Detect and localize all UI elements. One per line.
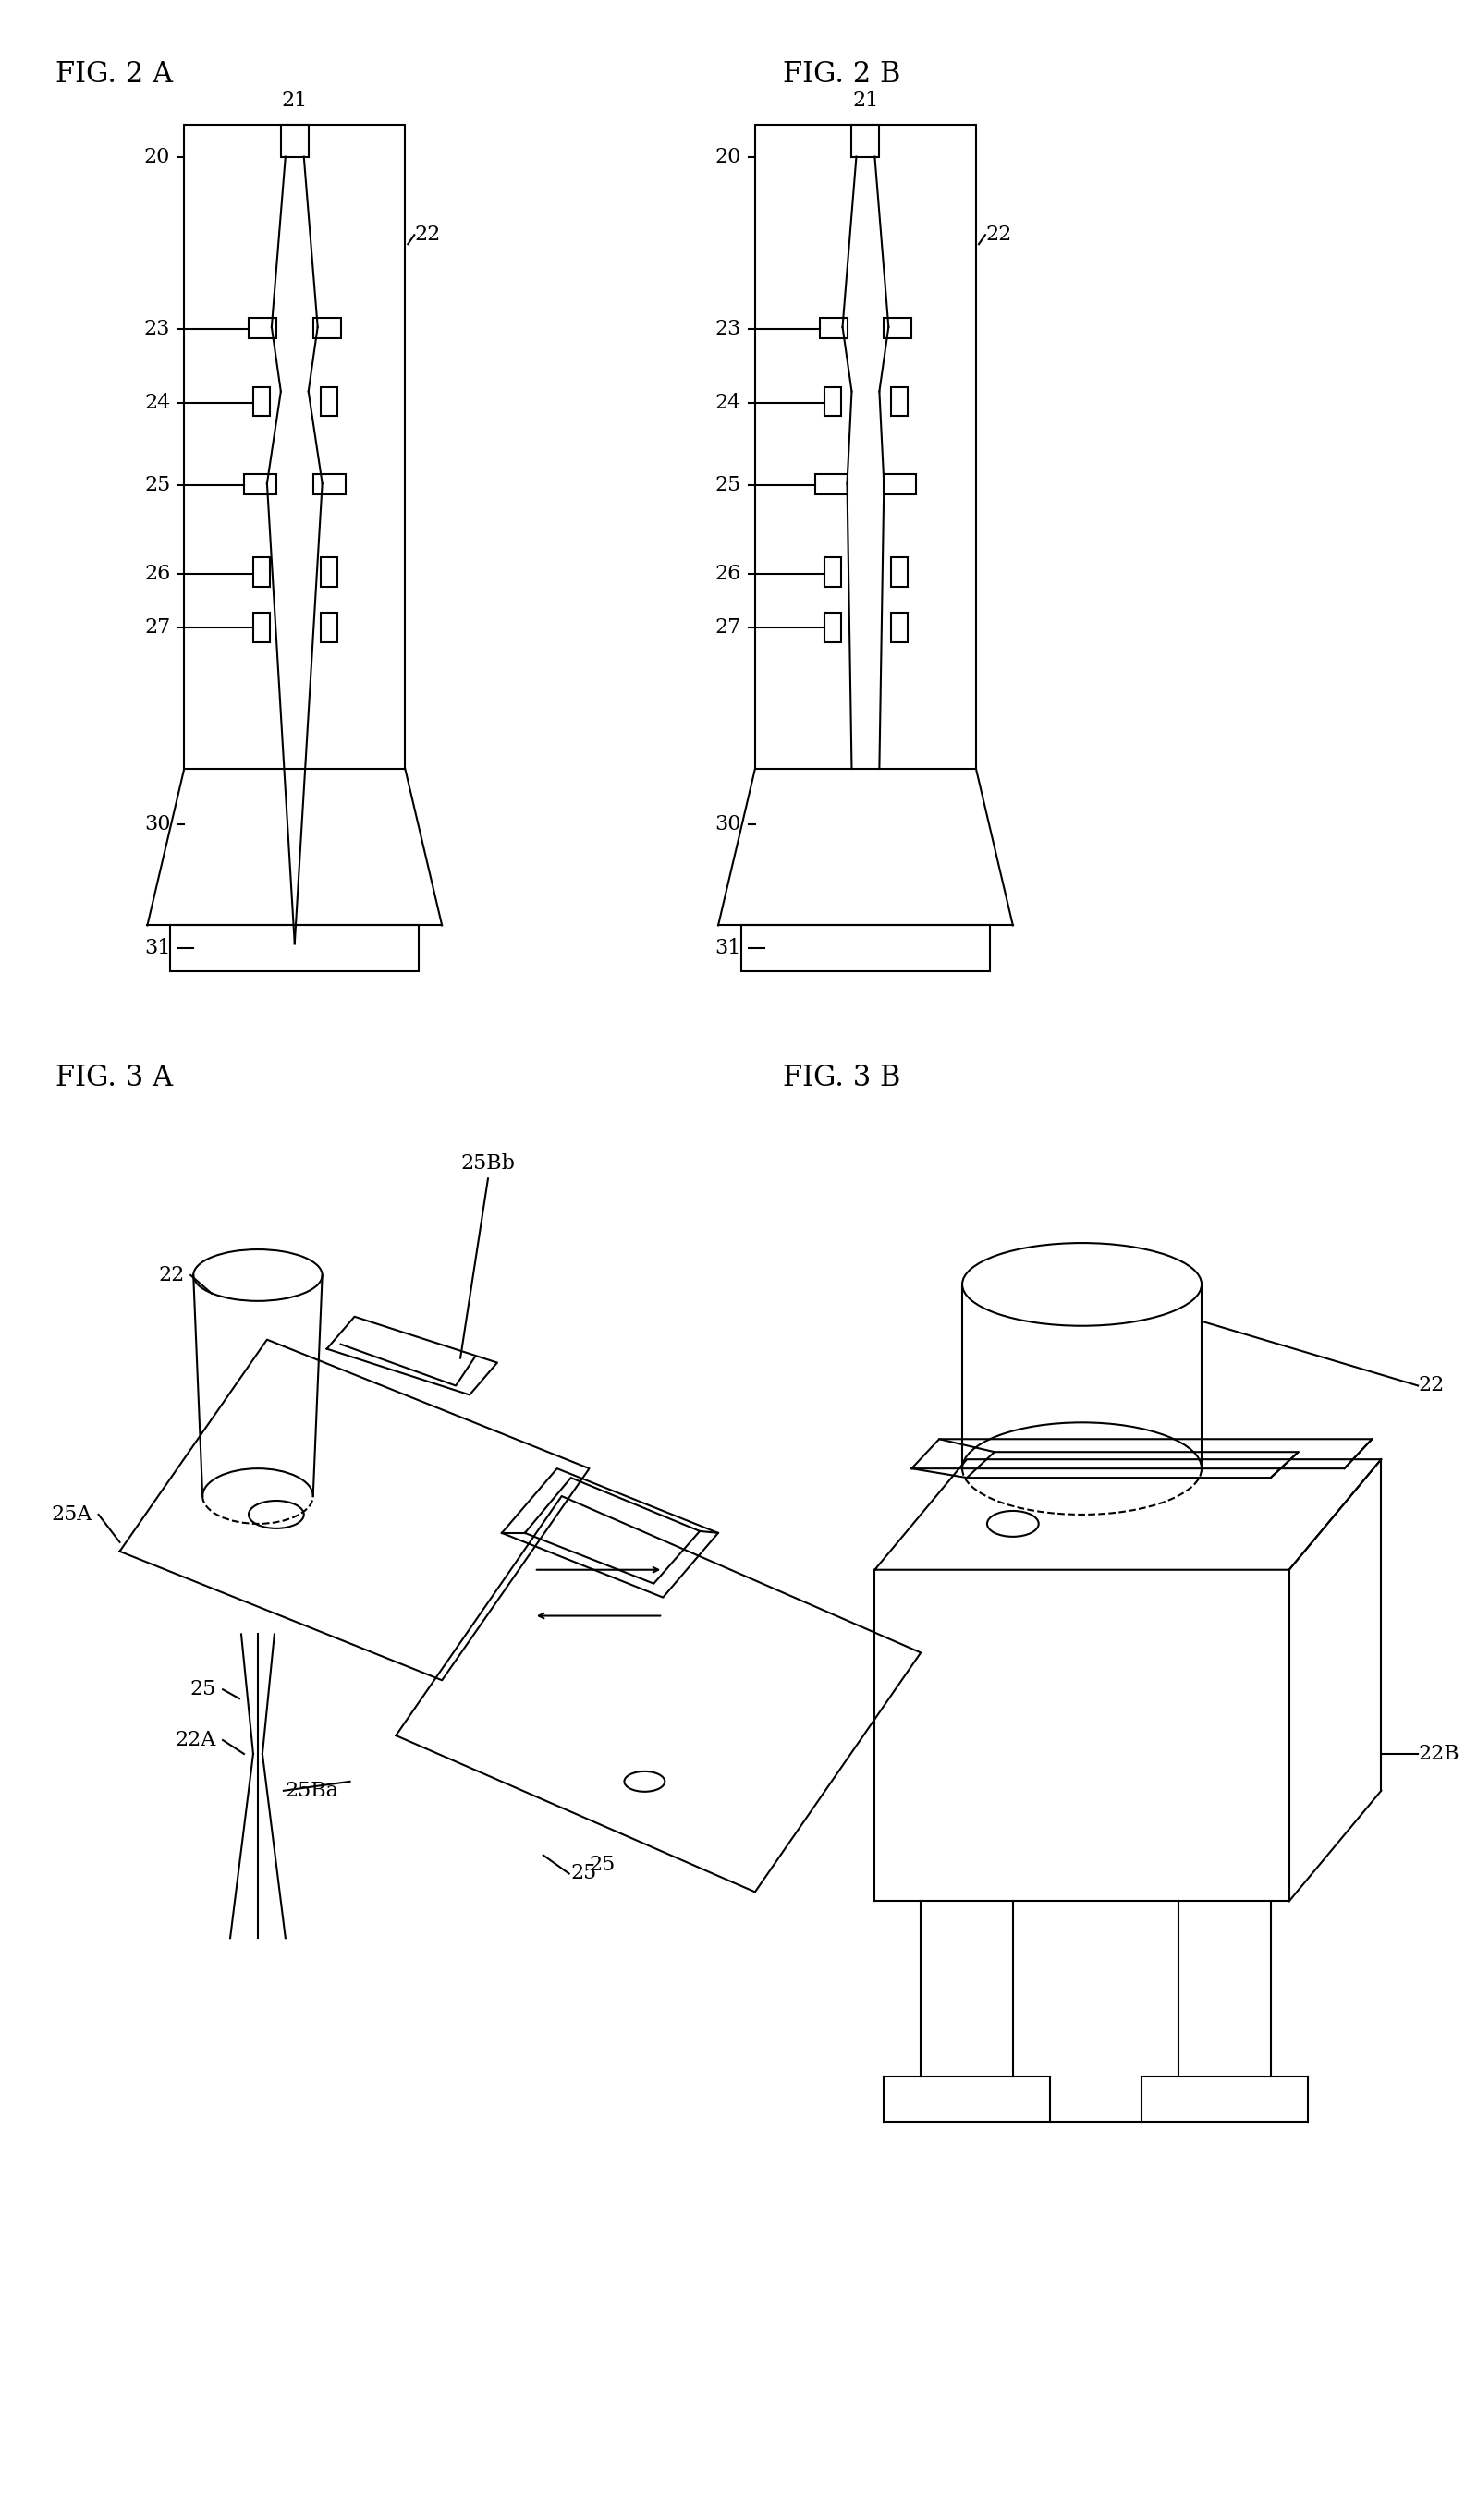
Text: 26: 26 [144, 564, 170, 585]
Bar [891, 557, 908, 587]
Text: 22B: 22B [1418, 1744, 1459, 1764]
Text: 21: 21 [853, 91, 879, 111]
Text: 22: 22 [986, 224, 1011, 244]
Text: 23: 23 [715, 318, 741, 340]
Bar [253, 557, 270, 587]
Text: 25: 25 [571, 1862, 598, 1885]
Text: 20: 20 [715, 146, 741, 166]
Bar [815, 474, 847, 494]
Text: 25: 25 [190, 1678, 217, 1698]
Bar [253, 388, 270, 416]
Text: 22: 22 [158, 1265, 185, 1285]
Bar [185, 123, 406, 769]
Bar [245, 474, 277, 494]
Text: 25Bb: 25Bb [461, 1154, 516, 1174]
Bar [883, 318, 911, 338]
Text: 31: 31 [715, 937, 741, 958]
Bar [819, 318, 847, 338]
Text: FIG. 3 B: FIG. 3 B [782, 1063, 901, 1091]
Text: 27: 27 [144, 617, 170, 638]
Text: 23: 23 [144, 318, 170, 340]
Bar [314, 318, 341, 338]
Bar [281, 123, 309, 156]
Text: 20: 20 [144, 146, 170, 166]
Bar [253, 612, 270, 643]
Bar [754, 123, 976, 769]
Text: 22: 22 [415, 224, 441, 244]
Text: 31: 31 [144, 937, 170, 958]
Bar [321, 388, 337, 416]
Bar [883, 474, 916, 494]
Text: FIG. 2 A: FIG. 2 A [56, 60, 173, 88]
Bar [891, 388, 908, 416]
Text: 24: 24 [144, 393, 170, 413]
Text: 25A: 25A [51, 1504, 92, 1525]
Text: 27: 27 [715, 617, 741, 638]
Text: 26: 26 [715, 564, 741, 585]
Bar [825, 557, 841, 587]
Bar [891, 612, 908, 643]
Bar [321, 612, 337, 643]
Ellipse shape [987, 1512, 1039, 1537]
Bar [249, 318, 277, 338]
Text: 30: 30 [715, 814, 741, 834]
Text: 24: 24 [715, 393, 741, 413]
Text: 21: 21 [281, 91, 308, 111]
Bar [825, 388, 841, 416]
Text: 22: 22 [1418, 1376, 1444, 1396]
Bar [321, 557, 337, 587]
Text: 22A: 22A [176, 1729, 217, 1751]
Bar [170, 925, 419, 970]
Text: 25: 25 [144, 476, 170, 496]
Bar [314, 474, 346, 494]
Text: 25: 25 [589, 1855, 615, 1875]
Bar [825, 612, 841, 643]
Bar [741, 925, 990, 970]
Bar [851, 123, 879, 156]
Text: 25Ba: 25Ba [286, 1782, 338, 1802]
Text: FIG. 3 A: FIG. 3 A [56, 1063, 173, 1091]
Ellipse shape [249, 1502, 303, 1527]
Text: 30: 30 [144, 814, 170, 834]
Text: FIG. 2 B: FIG. 2 B [782, 60, 901, 88]
Text: 25: 25 [715, 476, 741, 496]
Ellipse shape [624, 1772, 665, 1792]
